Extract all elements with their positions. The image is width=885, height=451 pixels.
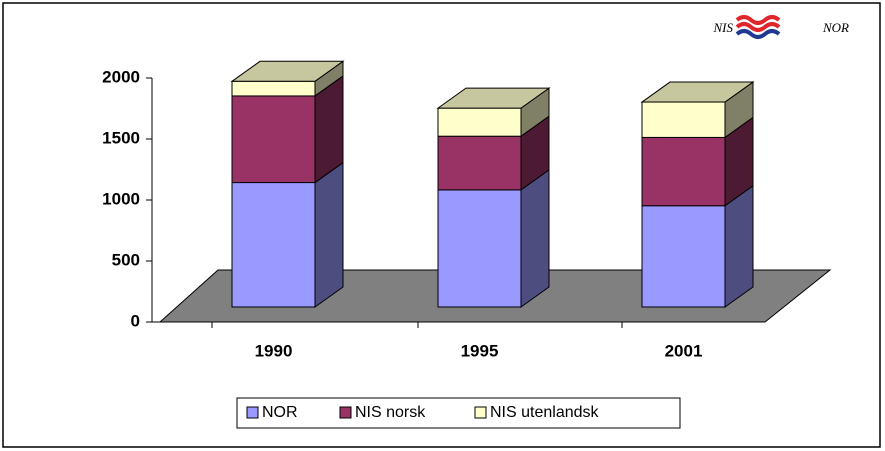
y-tick-label: 0 [131,311,140,330]
y-tick-label: 500 [112,250,140,269]
legend-label: NIS norsk [355,404,426,421]
logo-right: NOR [822,20,849,35]
bar-front [437,107,522,137]
logo-waves-blue [735,29,781,39]
bar-side [724,184,754,308]
logo-left: NIS [713,20,734,35]
bar-top [230,60,345,82]
x-tick-label: 1990 [255,341,293,360]
legend-box [236,397,681,429]
bar-front [641,101,726,138]
bar-front [231,95,316,184]
x-tick-label: 1995 [461,341,499,360]
bar-side [314,161,344,308]
legend-label: NIS utenlandsk [490,404,600,421]
legend-swatch [246,406,259,419]
logo-waves-red [735,15,781,32]
bar-front [437,189,522,308]
bar-front [231,182,316,308]
x-tick-label: 2001 [665,341,703,360]
y-tick-label: 2000 [102,67,140,86]
logo: NIS NOR [713,15,849,39]
legend-swatch [474,406,487,419]
bar-front [641,205,726,308]
bar-front [437,135,522,191]
bar-top [640,81,755,103]
bar-top [436,87,551,109]
bar-side [520,168,550,308]
bar-front [641,136,726,207]
legend-label: NOR [262,404,298,421]
bar-front [231,80,316,97]
y-tick-label: 1500 [102,128,140,147]
legend-swatch [339,406,352,419]
y-tick-label: 1000 [102,189,140,208]
